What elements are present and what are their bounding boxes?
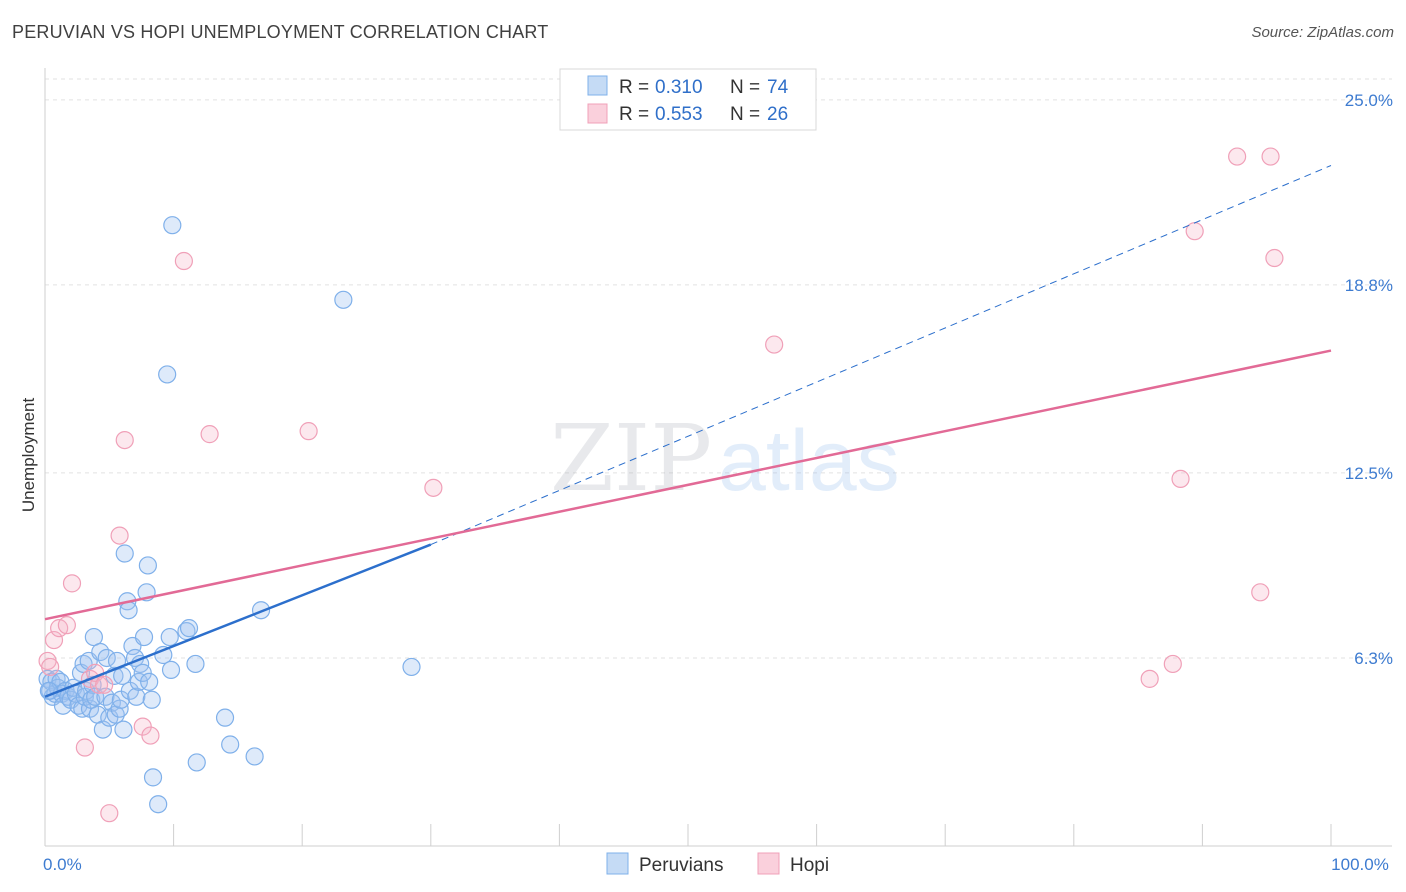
legend-swatch-hopi [587, 103, 608, 124]
point-peruvians-43 [119, 601, 138, 620]
point-peruvians-68 [221, 735, 240, 754]
point-peruvians-66 [187, 753, 206, 772]
point-hopi-21 [1140, 669, 1159, 688]
tick-labels: 6.3% 12.5% 18.8% 25.0% 0.0% 100.0% [43, 91, 1393, 874]
legend-n-label-peruvians: N = [730, 77, 760, 98]
y-axis-title: Unemployment [19, 398, 38, 513]
legend-n-value-hopi: 26 [767, 104, 788, 125]
trend-lines [44, 165, 1332, 698]
point-hopi-5 [62, 574, 82, 593]
point-hopi-1 [41, 657, 60, 677]
point-peruvians-31 [97, 648, 116, 668]
point-hopi-19 [424, 478, 443, 497]
point-hopi-15 [141, 726, 160, 745]
point-peruvians-57 [149, 795, 168, 814]
legend-n-label-hopi: N = [730, 104, 760, 125]
series-peruvians-points [38, 216, 421, 814]
point-peruvians-73 [39, 681, 58, 700]
watermark: ZIP atlas [550, 405, 900, 512]
x-tick-label-1: 100.0% [1331, 855, 1389, 874]
y-tick-label-3: 25.0% [1345, 91, 1393, 110]
bottom-legend-swatch-hopi [757, 852, 780, 875]
point-peruvians-51 [134, 627, 154, 647]
point-peruvians-55 [142, 690, 161, 709]
y-tick-label-2: 18.8% [1345, 276, 1393, 295]
point-peruvians-54 [140, 672, 159, 691]
point-hopi-12 [110, 526, 129, 545]
point-hopi-17 [200, 425, 219, 444]
point-peruvians-72 [402, 657, 421, 677]
point-peruvians-64 [179, 619, 199, 638]
point-peruvians-59 [158, 365, 177, 384]
point-peruvians-50 [133, 663, 152, 682]
legend-r-label-peruvians: R = [619, 77, 649, 98]
point-peruvians-71 [334, 290, 353, 309]
point-hopi-20 [765, 335, 784, 354]
point-hopi-13 [115, 430, 134, 450]
point-hopi-28 [1265, 248, 1284, 268]
legend-r-value-hopi: 0.553 [655, 104, 703, 125]
point-hopi-10 [95, 675, 114, 694]
point-peruvians-47 [127, 687, 146, 706]
point-hopi-11 [100, 804, 119, 823]
watermark-atlas: atlas [718, 413, 900, 509]
bottom-legend-label-hopi: Hopi [790, 855, 829, 876]
point-hopi-25 [1228, 147, 1247, 166]
point-hopi-4 [57, 616, 76, 635]
series-hopi-points [38, 147, 1284, 823]
point-peruvians-60 [160, 627, 179, 647]
point-hopi-22 [1163, 654, 1182, 674]
source-label: Source: ZipAtlas.com [1251, 24, 1394, 41]
point-peruvians-40 [114, 720, 133, 739]
y-tick-label-1: 12.5% [1345, 464, 1393, 483]
y-tick-label-0: 6.3% [1354, 649, 1393, 668]
legend-r-value-peruvians: 0.310 [655, 77, 703, 98]
point-hopi-2 [44, 630, 64, 650]
watermark-zip: ZIP [550, 405, 712, 512]
bottom-legend: Peruvians Hopi [606, 852, 829, 876]
point-peruvians-67 [215, 708, 235, 727]
legend-n-value-peruvians: 74 [767, 77, 789, 98]
axes [44, 68, 1392, 847]
point-peruvians-56 [143, 768, 163, 787]
point-peruvians-41 [115, 544, 134, 563]
bottom-legend-swatch-peruvians [606, 852, 629, 875]
legend-swatch-peruvians [587, 75, 608, 96]
point-hopi-16 [174, 251, 193, 271]
point-hopi-27 [1261, 147, 1280, 166]
point-peruvians-62 [163, 216, 182, 235]
point-peruvians-65 [186, 654, 205, 674]
x-tick-label-0: 0.0% [43, 855, 82, 874]
point-peruvians-69 [245, 747, 264, 766]
trend-peruvians-dashed [430, 165, 1332, 546]
legend-r-label-hopi: R = [619, 104, 649, 125]
point-peruvians-48 [129, 672, 148, 691]
point-peruvians-53 [138, 556, 157, 575]
point-hopi-26 [1251, 583, 1270, 602]
point-hopi-6 [75, 738, 94, 757]
legend-box: R = 0.310 N = 74 R = 0.553 N = 26 [559, 68, 817, 131]
chart-title: PERUVIAN VS HOPI UNEMPLOYMENT CORRELATIO… [12, 22, 549, 42]
bottom-legend-label-peruvians: Peruvians [639, 855, 724, 876]
trend-hopi [44, 349, 1332, 621]
point-hopi-18 [299, 422, 318, 441]
point-peruvians-63 [177, 622, 196, 641]
trend-peruvians-solid [44, 543, 432, 698]
point-hopi-23 [1171, 469, 1190, 488]
gridlines [45, 78, 1392, 659]
point-peruvians-61 [161, 660, 181, 680]
